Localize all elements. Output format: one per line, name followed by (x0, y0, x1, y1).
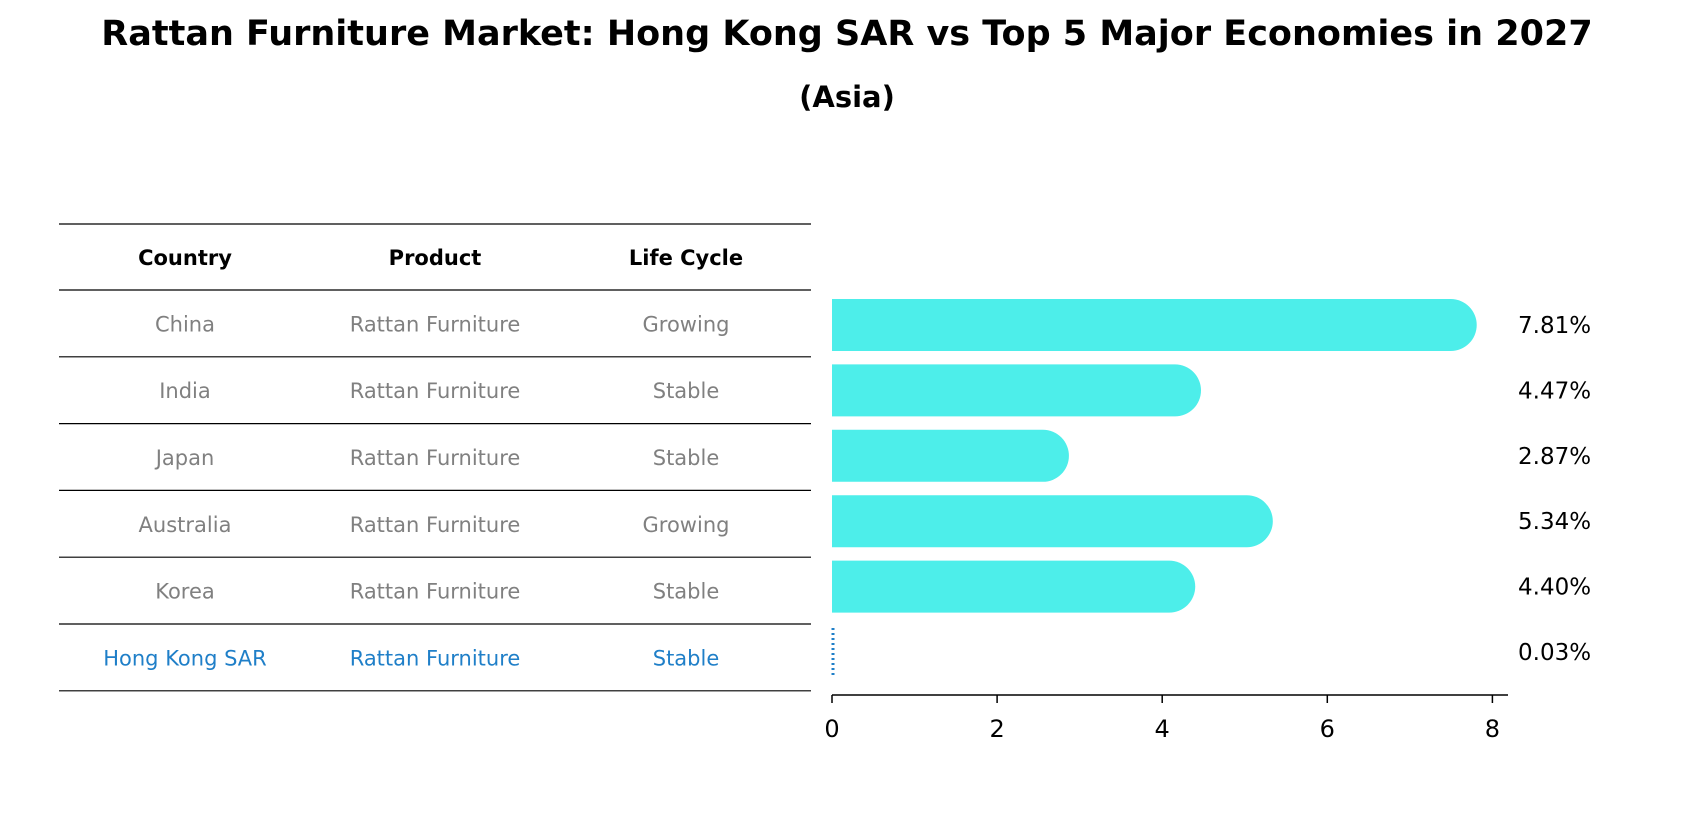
bar-india (832, 364, 1201, 417)
bar-japan (832, 429, 1069, 482)
value-label-japan: 2.87% (1518, 444, 1591, 470)
value-label-hong-kong-sar: 0.03% (1518, 640, 1591, 666)
x-tick-label: 0 (824, 715, 839, 743)
table-cell-product: Rattan Furniture (350, 379, 521, 403)
table-cell-life-cycle: Stable (653, 646, 720, 670)
x-tick-label: 4 (1155, 715, 1170, 743)
table-cell-life-cycle: Stable (653, 580, 720, 604)
bar-korea (832, 560, 1196, 613)
table-cell-product: Rattan Furniture (350, 513, 521, 537)
table-row-china: China Rattan Furniture Growing (155, 312, 729, 336)
table-cell-product: Rattan Furniture (350, 580, 521, 604)
value-label-india: 4.47% (1518, 378, 1591, 404)
table-cell-life-cycle: Stable (653, 446, 720, 470)
value-label-korea: 4.40% (1518, 575, 1591, 601)
table-header-country: Country (138, 246, 232, 270)
table-row-india: India Rattan Furniture Stable (159, 379, 719, 403)
x-axis: 0 2 4 6 8 (824, 694, 1508, 743)
bar-series: 7.81% 4.47% 2.87% 5.34% 4.40% 0.03% (831, 299, 1591, 676)
table-row-korea: Korea Rattan Furniture Stable (155, 580, 719, 604)
table-cell-life-cycle: Growing (643, 513, 730, 537)
x-tick-label: 2 (989, 715, 1004, 743)
table-row-hong-kong-sar: Hong Kong SAR Rattan Furniture Stable (103, 646, 719, 670)
table-row-australia: Australia Rattan Furniture Growing (139, 513, 730, 537)
table-cell-country: Hong Kong SAR (103, 646, 267, 670)
table-header-life-cycle: Life Cycle (629, 246, 743, 270)
bar-australia (832, 495, 1273, 548)
table-cell-country: Japan (154, 446, 215, 470)
bar-china (832, 299, 1477, 351)
x-tick-label: 8 (1485, 715, 1500, 743)
table-cell-life-cycle: Growing (643, 312, 730, 336)
table-cell-product: Rattan Furniture (350, 646, 521, 670)
table-row-japan: Japan Rattan Furniture Stable (154, 446, 720, 470)
table-cell-product: Rattan Furniture (350, 446, 521, 470)
table-cell-country: Korea (155, 580, 215, 604)
table-cell-country: India (159, 379, 211, 403)
data-table: Country Product Life Cycle China Rattan Furn… (59, 223, 811, 692)
chart-subtitle: (Asia) (799, 80, 895, 114)
table-cell-country: China (155, 312, 215, 336)
table-cell-life-cycle: Stable (653, 379, 720, 403)
value-label-australia: 5.34% (1518, 509, 1591, 535)
x-tick-label: 6 (1320, 715, 1335, 743)
table-cell-country: Australia (139, 513, 232, 537)
chart-title: Rattan Furniture Market: Hong Kong SAR v… (101, 14, 1593, 54)
table-header-product: Product (389, 246, 482, 270)
value-label-china: 7.81% (1518, 313, 1591, 339)
table-cell-product: Rattan Furniture (350, 312, 521, 336)
